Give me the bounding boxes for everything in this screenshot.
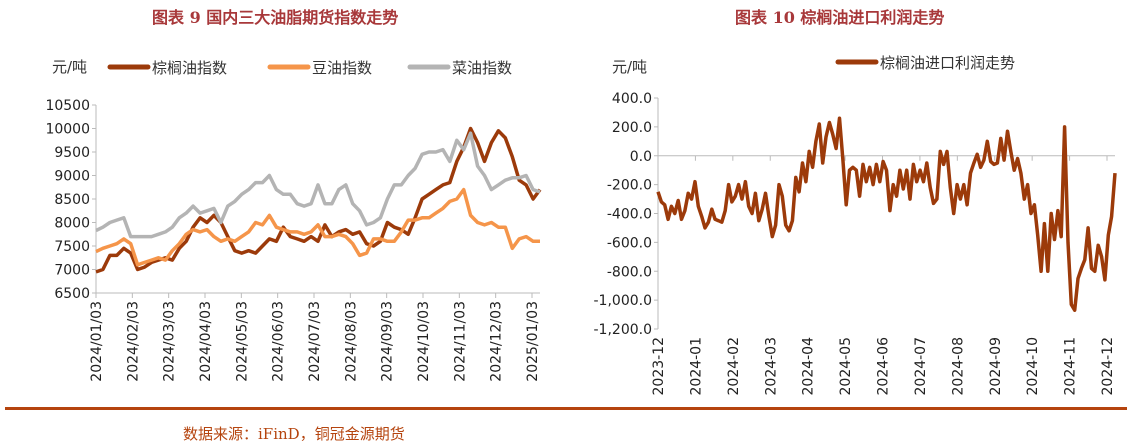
x-tick-label: 2024-11 — [1063, 337, 1079, 396]
y-tick-label: -1,200.0 — [594, 322, 653, 338]
legend-label: 棕榈油进口利润走势 — [880, 54, 1015, 72]
y-tick-label: 0.0 — [630, 149, 652, 165]
y-unit-label: 元/吨 — [612, 58, 647, 76]
x-tick-label: 2024/03/03 — [162, 301, 178, 382]
y-tick-label: 8500 — [54, 192, 90, 208]
x-tick-label: 2024-07 — [913, 337, 929, 396]
y-tick-label: -200.0 — [607, 178, 652, 194]
y-tick-label: 6500 — [54, 286, 90, 302]
y-tick-label: 7500 — [54, 239, 90, 255]
y-tick-label: 400.0 — [612, 91, 652, 107]
x-tick-label: 2024/06/03 — [271, 301, 287, 382]
y-tick-label: 200.0 — [612, 120, 652, 136]
x-tick-label: 2024-03 — [763, 337, 779, 396]
x-tick-label: 2024/11/03 — [452, 301, 468, 382]
y-tick-label: 8000 — [54, 216, 90, 232]
legend-label: 菜油指数 — [452, 59, 512, 77]
y-tick-label: 9000 — [54, 169, 90, 185]
x-tick-label: 2024-12 — [1100, 337, 1116, 396]
y-tick-label: 9500 — [54, 145, 90, 161]
x-tick-label: 2024/09/03 — [380, 301, 396, 382]
x-tick-label: 2024-05 — [838, 337, 854, 396]
x-tick-label: 2024-06 — [876, 337, 892, 396]
x-tick-label: 2024-08 — [950, 337, 966, 396]
y-tick-label: -800.0 — [607, 264, 652, 280]
y-tick-label: 7000 — [54, 263, 90, 279]
footer-divider — [5, 407, 1127, 410]
source-note: 数据来源：iFinD，铜冠金源期货 — [183, 425, 405, 443]
y-tick-label: -600.0 — [607, 235, 652, 251]
x-tick-label: 2024/07/03 — [307, 301, 323, 382]
y-unit-label: 元/吨 — [52, 58, 87, 76]
x-tick-label: 2024/08/03 — [343, 301, 359, 382]
chart-title-left: 图表 9 国内三大油脂期货指数走势 — [152, 8, 399, 27]
series-line-1 — [95, 187, 540, 267]
x-tick-label: 2024-04 — [801, 337, 817, 396]
y-tick-label: 10500 — [45, 98, 90, 114]
x-tick-label: 2024-09 — [988, 337, 1004, 396]
x-tick-label: 2025/01/03 — [525, 301, 541, 382]
x-tick-label: 2023-12 — [651, 337, 667, 396]
y-tick-label: -400.0 — [607, 207, 652, 223]
series-line-0 — [656, 116, 1117, 312]
legend-label: 棕榈油指数 — [152, 59, 227, 77]
x-tick-label: 2024-02 — [726, 337, 742, 396]
legend-label: 豆油指数 — [312, 59, 372, 77]
x-tick-label: 2024/05/03 — [234, 301, 250, 382]
x-tick-label: 2024/12/03 — [489, 301, 505, 382]
x-tick-label: 2024/10/03 — [416, 301, 432, 382]
y-tick-label: 10000 — [45, 122, 90, 138]
x-tick-label: 2024-01 — [688, 337, 704, 396]
x-tick-label: 2024/04/03 — [198, 301, 214, 382]
y-tick-label: -1,000.0 — [594, 293, 653, 309]
x-tick-label: 2024-10 — [1025, 337, 1041, 396]
x-tick-label: 2024/01/03 — [89, 301, 105, 382]
x-tick-label: 2024/02/03 — [125, 301, 141, 382]
series-line-2 — [95, 131, 541, 239]
chart-title-right: 图表 10 棕榈油进口利润走势 — [735, 8, 945, 27]
